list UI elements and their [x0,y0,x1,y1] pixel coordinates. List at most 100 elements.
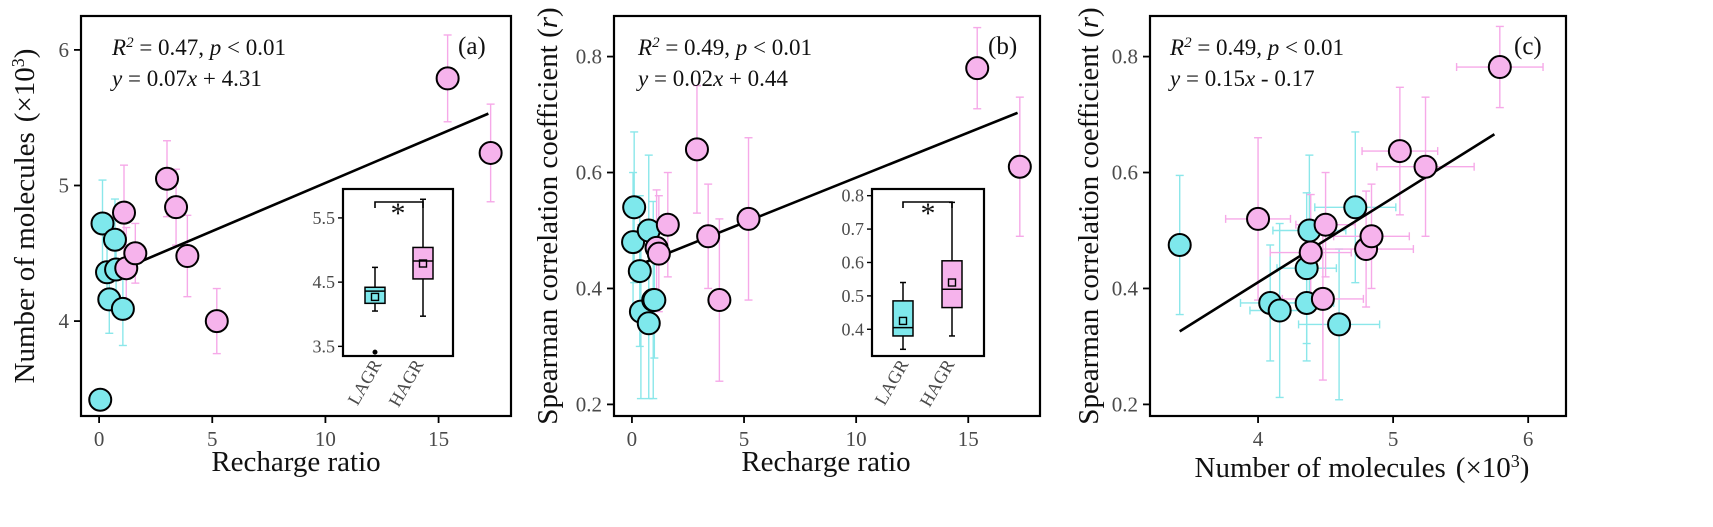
point-hagr-a-7 [435,66,460,91]
point-hagr-b-6 [736,206,761,231]
x-tick-label-b-3: 15 [958,427,979,451]
x-tick-label-b-0: 0 [627,427,638,451]
point-hagr-c-5 [1359,224,1384,249]
y-ticks-a: 4 5 6 [59,38,81,333]
plot-frame-a [79,14,513,418]
point-hagr-b-2 [655,212,680,237]
point-lagr-a-6 [88,387,113,412]
points-c [1167,55,1512,337]
significance-star-b: * [921,197,936,230]
point-hagr-c-0 [1246,206,1271,231]
inset-b: 0.4 0.5 0.6 0.7 0.8 * LAGR HAGR [842,186,986,410]
x-ticks-c: 4 5 6 [1253,416,1534,451]
mean-marker-hagr-a [418,259,428,268]
y-ticks-c: 0.2 0.4 0.6 0.8 [1112,45,1150,416]
point-hagr-a-6 [204,309,229,334]
plot-frame-b [612,14,1042,418]
point-hagr-c-8 [1487,55,1512,80]
box-hagr-b [941,260,963,309]
stats-line-1-c: R2 = 0.49, p < 0.01 [1169,35,1344,60]
inset-boxes-b [892,201,963,351]
points-b [621,56,1032,336]
outlier-lagr-a-0 [372,349,378,355]
point-lagr-c-6 [1327,312,1352,337]
y-tick-label-c-3: 0.8 [1112,45,1138,69]
point-lagr-b-2 [627,259,652,284]
point-hagr-b-4 [696,224,721,249]
inset-y-tick-label-b-0: 0.4 [842,319,865,339]
x-tick-label-a-0: 0 [94,427,105,451]
point-hagr-b-7 [965,56,990,81]
y-axis-label-a: Number of molecules(×103) [8,49,41,384]
panel-a: 0 5 10 15 4 5 6 R2 = 0.47, p < 0.01 y = 0.07x… [8,14,513,478]
inset-y-tick-label-a-2: 5.5 [313,208,336,228]
inset-y-ticks-a: 3.5 4.5 5.5 [313,208,343,356]
y-axis-label-c: Spearman correlation coefficient (r) [1073,7,1105,424]
fit-line-b [631,111,1019,269]
x-tick-label-c-1: 5 [1388,427,1399,451]
point-hagr-a-3 [155,166,179,191]
point-hagr-c-7 [1413,154,1438,179]
panel-label-b: (b) [988,33,1017,60]
point-hagr-c-6 [1387,139,1412,164]
point-hagr-a-2 [123,241,148,266]
fit-line-c [1179,133,1496,333]
point-lagr-b-7 [642,288,667,313]
mean-marker-lagr-a [370,292,380,302]
point-hagr-b-5 [707,288,732,313]
inset-y-tick-label-b-2: 0.6 [842,252,865,272]
point-hagr-a-4 [164,195,189,220]
x-tick-label-c-0: 4 [1253,427,1264,451]
inset-frame-b [870,187,986,358]
x-tick-label-a-2: 10 [315,427,336,451]
box-lagr-b [892,300,914,337]
significance-bracket-b [902,201,953,208]
inset-boxes-a [364,198,434,355]
inset-label-lagr-a: LAGR [344,356,386,408]
point-hagr-c-3 [1313,212,1338,237]
point-hagr-b-3 [684,137,709,162]
inset-y-tick-label-a-1: 4.5 [313,272,336,292]
stats-line-2-a: y = 0.07x + 4.31 [110,66,262,91]
inset-y-tick-label-a-0: 3.5 [313,336,336,356]
inset-a: 3.5 4.5 5.5 * LAGR HAGR [313,187,455,410]
x-axis-label-c: Number of molecules (×103) [1195,451,1530,484]
inset-y-ticks-b: 0.4 0.5 0.6 0.7 0.8 [842,186,872,339]
y-tick-label-c-1: 0.4 [1112,276,1139,300]
inset-y-tick-label-b-1: 0.5 [842,286,865,306]
y-tick-label-c-2: 0.6 [1112,161,1138,185]
stats-line-2-c: y = 0.15x - 0.17 [1168,66,1315,91]
y-axis-label-b: Spearman correlation coefficient (r) [532,7,564,424]
y-tick-label-b-1: 0.4 [576,276,603,300]
x-tick-label-c-2: 6 [1523,427,1534,451]
point-lagr-b-1 [622,195,647,220]
point-lagr-a-0 [90,211,115,236]
x-axis-label-b: Recharge ratio [741,446,910,478]
significance-bracket-a [374,201,424,208]
point-hagr-b-1 [646,241,671,266]
point-hagr-b-8 [1007,154,1032,179]
point-lagr-c-2 [1267,298,1292,323]
point-hagr-a-0 [112,200,136,225]
x-tick-label-a-1: 5 [207,427,218,451]
panel-label-a: (a) [458,33,486,60]
inset-label-hagr-b: HAGR [916,356,959,410]
x-ticks-b: 0 5 10 15 [627,416,979,451]
point-lagr-c-0 [1167,232,1192,257]
significance-star-a: * [391,197,406,230]
stats-line-1-b: R2 = 0.49, p < 0.01 [637,35,812,60]
fit-line-a [105,112,489,278]
inset-label-lagr-b: LAGR [871,356,913,408]
x-tick-label-b-1: 5 [739,427,750,451]
point-lagr-b-5 [636,311,661,336]
y-tick-label-b-0: 0.2 [576,392,602,416]
box-hagr-a [412,246,434,280]
y-tick-label-b-2: 0.6 [576,161,602,185]
y-tick-label-b-3: 0.8 [576,45,602,69]
y-tick-label-a-2: 6 [59,38,70,62]
x-ticks-a: 0 5 10 15 [94,416,449,451]
point-hagr-c-2 [1310,286,1335,311]
points-a [88,66,503,412]
panel-b: 0 5 10 15 0.20.40.60.8 R2 = 0.49, p < 0.01 … [532,7,1042,478]
panel-label-c: (c) [1514,33,1542,60]
